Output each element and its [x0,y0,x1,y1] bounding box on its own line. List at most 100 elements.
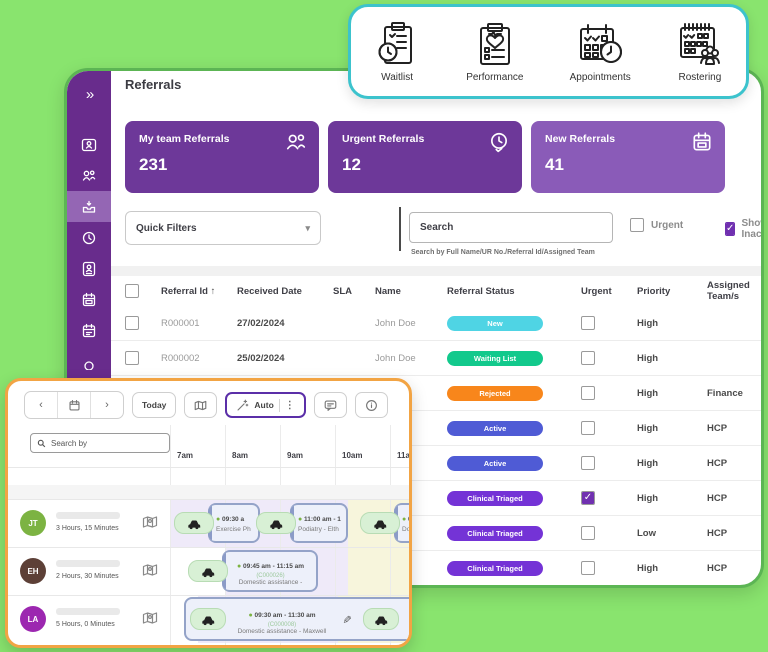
status-badge: Rejected [447,385,543,401]
staff-row: EH 2 Hours, 30 Minutes [8,547,170,595]
appointment-segment[interactable]: ● 09:30 am - 11:30 am (C000008) Domestic… [186,602,359,637]
column-header-assigned-teams: Assigned Team/s [707,280,750,302]
urgent-checkbox[interactable] [581,351,595,365]
sidebar-item-teams[interactable] [67,160,111,191]
staff-row: LA 5 Hours, 0 Minutes [8,595,170,643]
appointment-card[interactable]: ● 01:0 Dome [360,503,409,543]
priority: High [637,457,659,469]
more-options-icon[interactable]: ⋮ [284,399,295,411]
group-band [8,485,409,499]
appointment-card[interactable]: ● 09:45 am - 11:15 am (C000026) Domestic… [188,550,318,592]
travel-car-icon [190,608,226,630]
stat-card-urgent-referrals[interactable]: Urgent Referrals 12 [328,121,522,193]
auto-schedule-button[interactable]: Auto ⋮ [225,392,306,418]
id-badge-icon [82,261,96,276]
shortcut-appointments[interactable]: Appointments [570,21,631,83]
priority: High [637,562,659,574]
prev-day-button[interactable]: ‹ [25,392,58,418]
divider [278,398,280,412]
urgent-checkbox[interactable]: ✓ [581,491,595,505]
sidebar-item-referrals-inbox[interactable] [67,191,111,222]
table-row: Active High HCP [111,411,761,446]
sidebar-item-contacts[interactable] [67,129,111,160]
gridline [390,425,391,645]
table-row: Clinical Triaged Low HCP [111,516,761,551]
staff-name-placeholder [56,608,120,615]
urgent-checkbox[interactable] [581,386,595,400]
urgent-checkbox[interactable] [581,526,595,540]
stat-card-new-referrals[interactable]: New Referrals 41 [531,121,725,193]
priority: High [637,492,659,504]
column-header-referral-id[interactable]: Referral Id ↑ [161,285,216,297]
scheduler-toolbar: ‹ › Today Auto ⋮ [24,391,388,419]
assigned-team: HCP [707,457,728,469]
urgent-checkbox[interactable] [581,456,595,470]
sidebar-item-calendar[interactable] [67,284,111,315]
gridline [170,425,171,645]
travel-car-icon [188,560,228,582]
assigned-team: HCP [707,562,728,574]
column-header-received-date: Received Date [237,285,302,297]
appointment-segment[interactable]: ● 12:00 pm - 02:00 pm (C000010) Garden M… [359,602,409,637]
appointment-card[interactable]: ● 09:30 a Exercise Ph [174,503,260,543]
status-badge: Clinical Triaged [447,490,543,506]
shortcut-performance[interactable]: Performance [466,21,523,83]
shortcut-waitlist[interactable]: Waitlist [374,21,420,83]
show-inactive-checkbox[interactable]: ✓ Show Inactive [725,218,762,240]
hour-label: 8am [232,451,249,460]
select-all-checkbox[interactable] [125,284,139,298]
date-picker-button[interactable] [58,392,91,418]
assigned-team: Finance [707,387,743,399]
status-badge: Clinical Triaged [447,560,543,576]
urgent-checkbox[interactable] [581,561,595,575]
scheduler-search-input[interactable]: Search by [30,433,170,453]
map-icon [142,612,158,624]
map-icon [195,400,207,410]
comments-button[interactable] [313,392,347,418]
appointment-card[interactable]: ● 11:00 am - 1 Podiatry - Elth [256,503,348,543]
status-badge: Waiting List [447,350,543,366]
edit-icon[interactable]: ✎ [340,614,353,624]
column-header-sla: SLA [333,285,352,297]
today-button[interactable]: Today [132,392,177,418]
priority: High [637,422,659,434]
sidebar-collapse-button[interactable]: » [85,85,94,103]
calendar-icon [68,399,80,411]
quick-filters-dropdown[interactable]: Quick Filters ▾ [125,211,321,245]
sidebar-item-clients[interactable] [67,253,111,284]
sidebar-item-settings[interactable] [67,346,111,377]
priority: Low [637,527,656,539]
assigned-team: HCP [707,527,728,539]
stat-card-my-team-referrals[interactable]: My team Referrals 231 [125,121,319,193]
urgent-checkbox[interactable] [581,421,595,435]
hour-label: 10am [342,451,363,460]
urgent-checkbox[interactable] [581,316,595,330]
route-map-button[interactable] [142,562,158,583]
sidebar-item-history[interactable] [67,222,111,253]
gridline [280,425,281,645]
gridline [8,547,409,548]
search-hint: Search by Full Name/UR No./Referral Id/A… [411,249,595,256]
row-checkbox[interactable] [125,316,139,330]
table-top-band [111,266,761,276]
scheduler-window: ‹ › Today Auto ⋮ [5,378,412,648]
route-map-button[interactable] [142,610,158,631]
row-checkbox[interactable] [125,351,139,365]
appointments-calendar-clock-icon [580,23,623,63]
info-icon [365,399,377,411]
clock-icon [82,231,96,244]
search-icon [37,439,46,447]
staff-duration: 3 Hours, 15 Minutes [56,525,119,532]
search-value: Search [420,222,454,233]
shortcut-rostering[interactable]: Rostering [677,21,723,83]
show-inactive-label: Show Inactive [741,218,762,240]
map-view-button[interactable] [184,392,218,418]
search-input[interactable]: Search [409,212,613,243]
urgent-filter-checkbox[interactable]: Urgent [630,218,683,232]
availability-band [348,547,409,595]
appointment-card-group[interactable]: ● 09:30 am - 11:30 am (C000008) Domestic… [184,597,409,641]
sidebar-item-schedule[interactable] [67,315,111,346]
route-map-button[interactable] [142,514,158,535]
next-day-button[interactable]: › [105,399,109,411]
info-button[interactable] [354,392,388,418]
